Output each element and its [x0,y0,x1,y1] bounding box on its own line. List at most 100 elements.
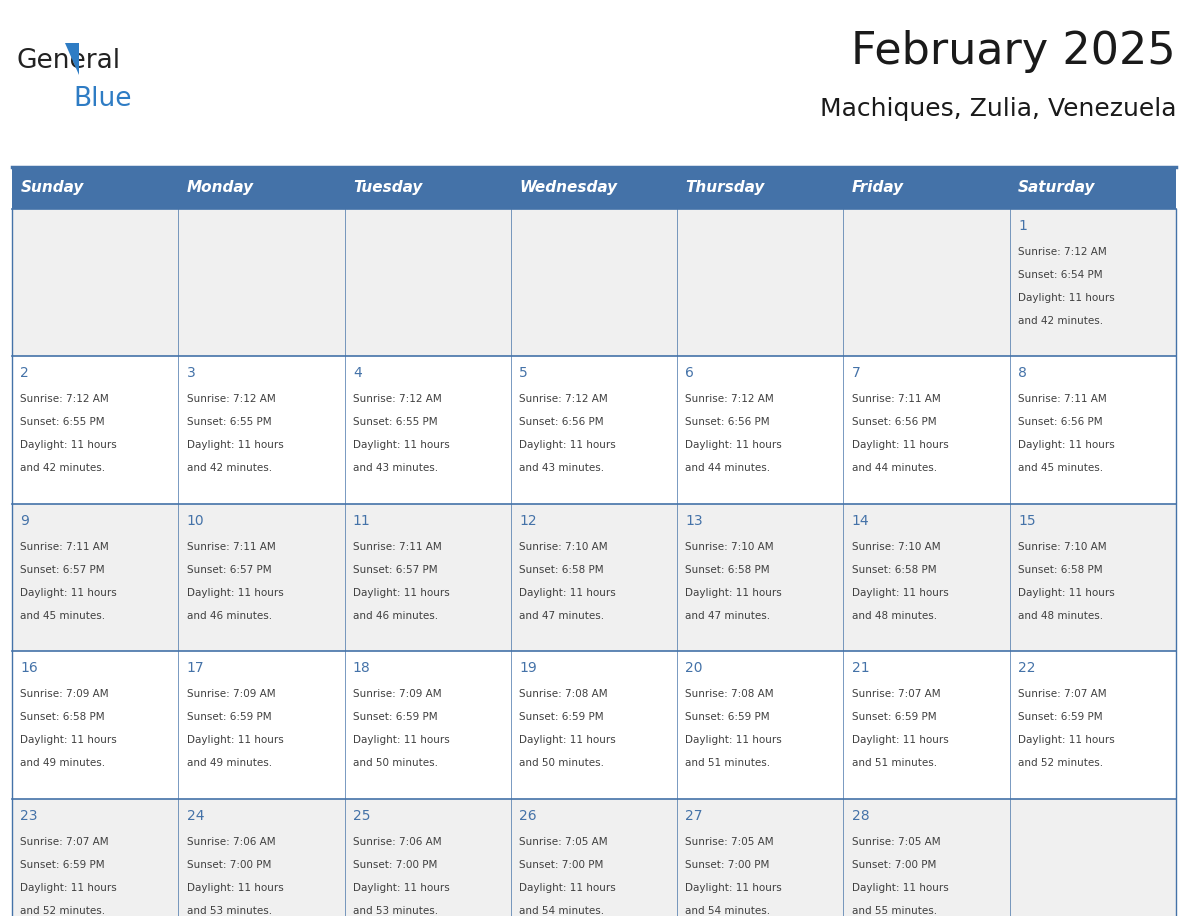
Polygon shape [65,43,78,75]
Bar [345,167,511,208]
Text: 26: 26 [519,809,537,823]
Text: Daylight: 11 hours: Daylight: 11 hours [1018,293,1114,303]
Text: Saturday: Saturday [1018,180,1095,196]
Bar [178,651,345,799]
Text: Daylight: 11 hours: Daylight: 11 hours [353,440,449,450]
Text: 13: 13 [685,514,703,528]
Text: Sunrise: 7:12 AM: Sunrise: 7:12 AM [20,395,109,405]
Text: and 45 minutes.: and 45 minutes. [1018,463,1104,473]
Text: and 43 minutes.: and 43 minutes. [353,463,438,473]
Bar [511,208,677,356]
Text: Sunrise: 7:07 AM: Sunrise: 7:07 AM [1018,689,1107,700]
Text: Sunset: 6:59 PM: Sunset: 6:59 PM [20,860,105,870]
Bar [677,356,843,504]
Text: and 49 minutes.: and 49 minutes. [187,758,272,768]
Bar [1010,356,1176,504]
Text: Sunrise: 7:12 AM: Sunrise: 7:12 AM [353,395,442,405]
Text: Sunset: 6:58 PM: Sunset: 6:58 PM [1018,565,1102,575]
Text: Sunset: 6:55 PM: Sunset: 6:55 PM [353,418,437,427]
Bar [1010,799,1176,918]
Text: Sunset: 6:58 PM: Sunset: 6:58 PM [685,565,770,575]
Text: Sunrise: 7:12 AM: Sunrise: 7:12 AM [187,395,276,405]
Bar [677,208,843,356]
Text: 15: 15 [1018,514,1036,528]
Bar [677,504,843,651]
Text: Sunset: 6:57 PM: Sunset: 6:57 PM [187,565,271,575]
Bar [178,356,345,504]
Bar [1010,504,1176,651]
Text: Sunset: 6:55 PM: Sunset: 6:55 PM [20,418,105,427]
Text: Daylight: 11 hours: Daylight: 11 hours [20,440,118,450]
Text: 23: 23 [20,809,38,823]
Bar [345,208,511,356]
Text: Tuesday: Tuesday [353,180,422,196]
Bar [511,651,677,799]
Text: 25: 25 [353,809,371,823]
Text: Sunset: 6:55 PM: Sunset: 6:55 PM [187,418,271,427]
Text: Daylight: 11 hours: Daylight: 11 hours [353,588,449,598]
Text: Sunset: 7:00 PM: Sunset: 7:00 PM [852,860,936,870]
Text: and 53 minutes.: and 53 minutes. [187,905,272,915]
Text: 22: 22 [1018,662,1036,676]
Text: Daylight: 11 hours: Daylight: 11 hours [519,735,615,745]
Bar [511,799,677,918]
Text: and 47 minutes.: and 47 minutes. [519,610,605,621]
Text: Daylight: 11 hours: Daylight: 11 hours [852,440,948,450]
Bar [511,504,677,651]
Text: Daylight: 11 hours: Daylight: 11 hours [20,588,118,598]
Text: and 48 minutes.: and 48 minutes. [852,610,937,621]
Text: Daylight: 11 hours: Daylight: 11 hours [685,588,782,598]
Bar [345,651,511,799]
Text: Thursday: Thursday [685,180,765,196]
Bar [1010,208,1176,356]
Text: and 55 minutes.: and 55 minutes. [852,905,937,915]
Text: Sunset: 7:00 PM: Sunset: 7:00 PM [353,860,437,870]
Text: 6: 6 [685,366,694,380]
Text: Wednesday: Wednesday [519,180,618,196]
Bar [1010,167,1176,208]
Text: Sunset: 6:59 PM: Sunset: 6:59 PM [187,712,271,722]
Text: and 48 minutes.: and 48 minutes. [1018,610,1104,621]
Text: Sunrise: 7:07 AM: Sunrise: 7:07 AM [20,837,109,847]
Text: and 42 minutes.: and 42 minutes. [20,463,106,473]
Text: and 42 minutes.: and 42 minutes. [187,463,272,473]
Text: Daylight: 11 hours: Daylight: 11 hours [852,883,948,892]
Text: General: General [17,48,121,73]
Text: and 46 minutes.: and 46 minutes. [353,610,438,621]
Text: Daylight: 11 hours: Daylight: 11 hours [685,883,782,892]
Text: 7: 7 [852,366,860,380]
Text: and 51 minutes.: and 51 minutes. [852,758,937,768]
Text: 4: 4 [353,366,361,380]
Text: Sunrise: 7:09 AM: Sunrise: 7:09 AM [187,689,276,700]
Text: Daylight: 11 hours: Daylight: 11 hours [187,440,284,450]
Text: Sunday: Sunday [20,180,83,196]
Text: Sunset: 6:58 PM: Sunset: 6:58 PM [20,712,105,722]
Text: and 52 minutes.: and 52 minutes. [20,905,106,915]
Bar [1010,651,1176,799]
Bar [178,208,345,356]
Bar [843,167,1010,208]
Text: 27: 27 [685,809,703,823]
Text: Sunrise: 7:06 AM: Sunrise: 7:06 AM [353,837,442,847]
Bar [178,504,345,651]
Text: 21: 21 [852,662,870,676]
Text: Friday: Friday [852,180,904,196]
Text: Sunset: 7:00 PM: Sunset: 7:00 PM [519,860,604,870]
Text: Daylight: 11 hours: Daylight: 11 hours [1018,440,1114,450]
Bar [12,167,178,208]
Text: Daylight: 11 hours: Daylight: 11 hours [20,883,118,892]
Text: Monday: Monday [187,180,254,196]
Text: Sunset: 6:56 PM: Sunset: 6:56 PM [1018,418,1102,427]
Text: Daylight: 11 hours: Daylight: 11 hours [519,588,615,598]
Text: 12: 12 [519,514,537,528]
Text: and 51 minutes.: and 51 minutes. [685,758,771,768]
Text: Daylight: 11 hours: Daylight: 11 hours [519,440,615,450]
Text: Sunset: 7:00 PM: Sunset: 7:00 PM [685,860,770,870]
Bar [843,208,1010,356]
Text: Sunset: 6:57 PM: Sunset: 6:57 PM [20,565,105,575]
Text: 10: 10 [187,514,204,528]
Text: 20: 20 [685,662,703,676]
Text: and 42 minutes.: and 42 minutes. [1018,316,1104,326]
Text: 28: 28 [852,809,870,823]
Text: Daylight: 11 hours: Daylight: 11 hours [187,735,284,745]
